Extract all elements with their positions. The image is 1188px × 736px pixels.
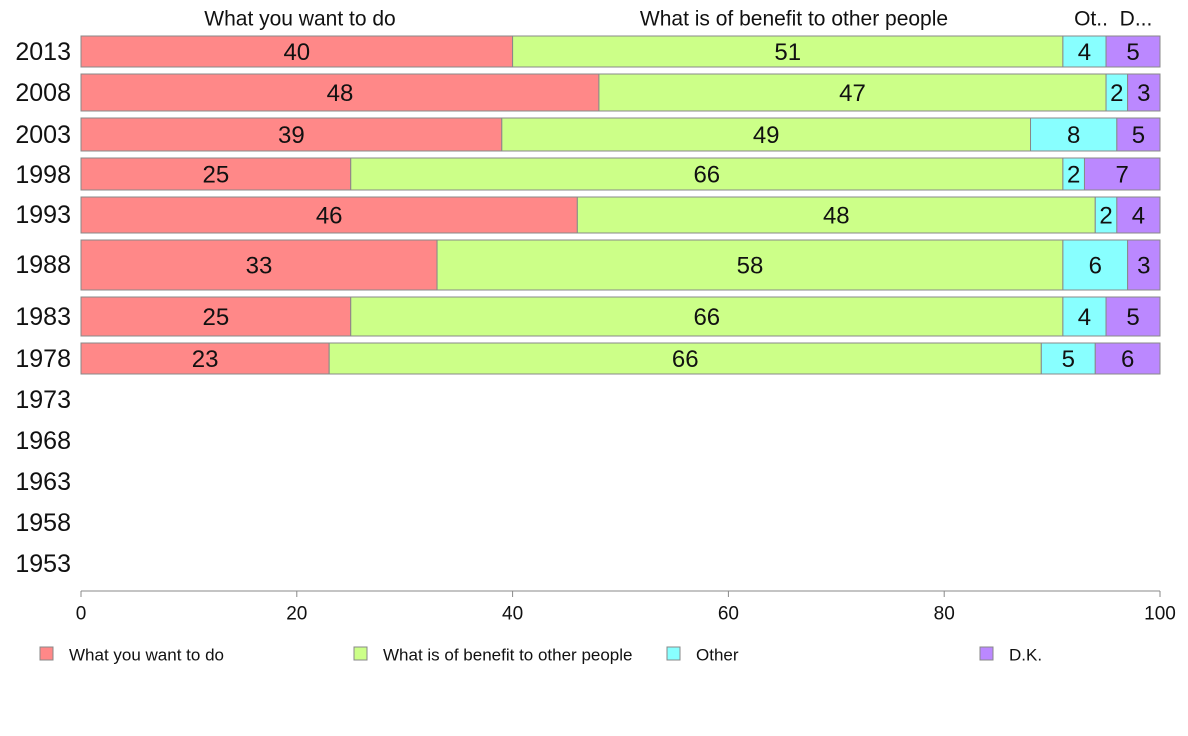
legend-swatch [39,646,54,661]
bar-value-label: 58 [737,253,764,280]
bar-value-label: 2 [1067,162,1080,189]
year-label: 2013 [15,38,71,66]
x-tick-label: 0 [76,604,87,625]
bar-value-label: 2 [1110,80,1123,107]
bar-segment [1105,296,1161,337]
year-label: 1983 [15,303,71,331]
year-label: 1958 [15,509,71,537]
legend-swatch [979,646,994,661]
legend-label: What you want to do [69,646,224,665]
year-label: 1998 [15,161,71,189]
x-tick-label: 20 [286,604,307,625]
bar-value-label: 6 [1089,253,1102,280]
bar-value-label: 5 [1126,39,1139,66]
bar-segment [80,73,600,112]
bar-segment [80,342,330,375]
bar-segment [512,35,1064,68]
bar-segment [350,157,1064,191]
x-tick-label: 80 [934,604,955,625]
bar-value-label: 49 [753,122,780,149]
x-tick-label: 40 [502,604,523,625]
bar-value-label: 5 [1132,122,1145,149]
bar-value-label: 7 [1116,162,1129,189]
bar-segment [80,239,438,291]
bar-value-label: 5 [1126,304,1139,331]
bar-value-label: 25 [203,304,230,331]
bar-value-label: 5 [1062,346,1075,373]
bar-value-label: 4 [1132,203,1145,230]
bar-value-label: 33 [246,253,273,280]
year-label: 1973 [15,386,71,414]
bar-value-label: 46 [316,203,343,230]
bar-value-label: 4 [1078,304,1091,331]
year-label: 1963 [15,468,71,496]
year-label: 1968 [15,427,71,455]
column-header: What you want to do [204,8,395,31]
x-tick-label: 60 [718,604,739,625]
bar-value-label: 2 [1099,203,1112,230]
bar-segment [80,157,352,191]
bar-value-label: 48 [327,80,354,107]
column-header: What is of benefit to other people [640,8,948,31]
bar-value-label: 40 [283,39,310,66]
legend-label: What is of benefit to other people [383,646,633,665]
bar-value-label: 47 [839,80,866,107]
bar-value-label: 23 [192,346,219,373]
bar-segment [1083,157,1161,191]
bar-segment [1040,342,1096,375]
legend-label: Other [696,646,739,665]
bar-segment [80,35,514,68]
bar-value-label: 66 [693,162,720,189]
bar-segment [1116,196,1161,234]
year-label: 2003 [15,121,71,149]
bar-segment [80,117,503,152]
bar-segment [436,239,1064,291]
bar-value-label: 25 [203,162,230,189]
column-header: D... [1120,8,1153,31]
year-label: 1993 [15,201,71,229]
year-label: 2008 [15,79,71,107]
bar-segment [80,296,352,337]
year-label: 1953 [15,550,71,578]
bar-value-label: 3 [1137,253,1150,280]
bar-segment [1105,35,1161,68]
column-header: Ot.. [1074,8,1108,31]
x-tick-label: 100 [1144,604,1176,625]
year-label: 1978 [15,345,71,373]
bar-value-label: 39 [278,122,305,149]
bar-segment [1062,35,1107,68]
bar-segment [1127,239,1161,291]
bar-segment [1127,73,1161,112]
legend-swatch [353,646,368,661]
bar-segment [328,342,1042,375]
bar-segment [1116,117,1161,152]
bar-segment [501,117,1032,152]
bar-value-label: 8 [1067,122,1080,149]
year-label: 1988 [15,251,71,279]
legend-label: D.K. [1009,646,1042,665]
bar-value-label: 4 [1078,39,1091,66]
bar-segment [1062,296,1107,337]
bar-value-label: 3 [1137,80,1150,107]
bar-segment [1030,117,1118,152]
bar-segment [1094,342,1161,375]
bar-value-label: 48 [823,203,850,230]
legend-swatch [666,646,681,661]
bar-value-label: 66 [693,304,720,331]
bar-value-label: 51 [774,39,801,66]
bar-value-label: 66 [672,346,699,373]
bar-value-label: 6 [1121,346,1134,373]
bar-segment [350,296,1064,337]
bar-segment [598,73,1107,112]
